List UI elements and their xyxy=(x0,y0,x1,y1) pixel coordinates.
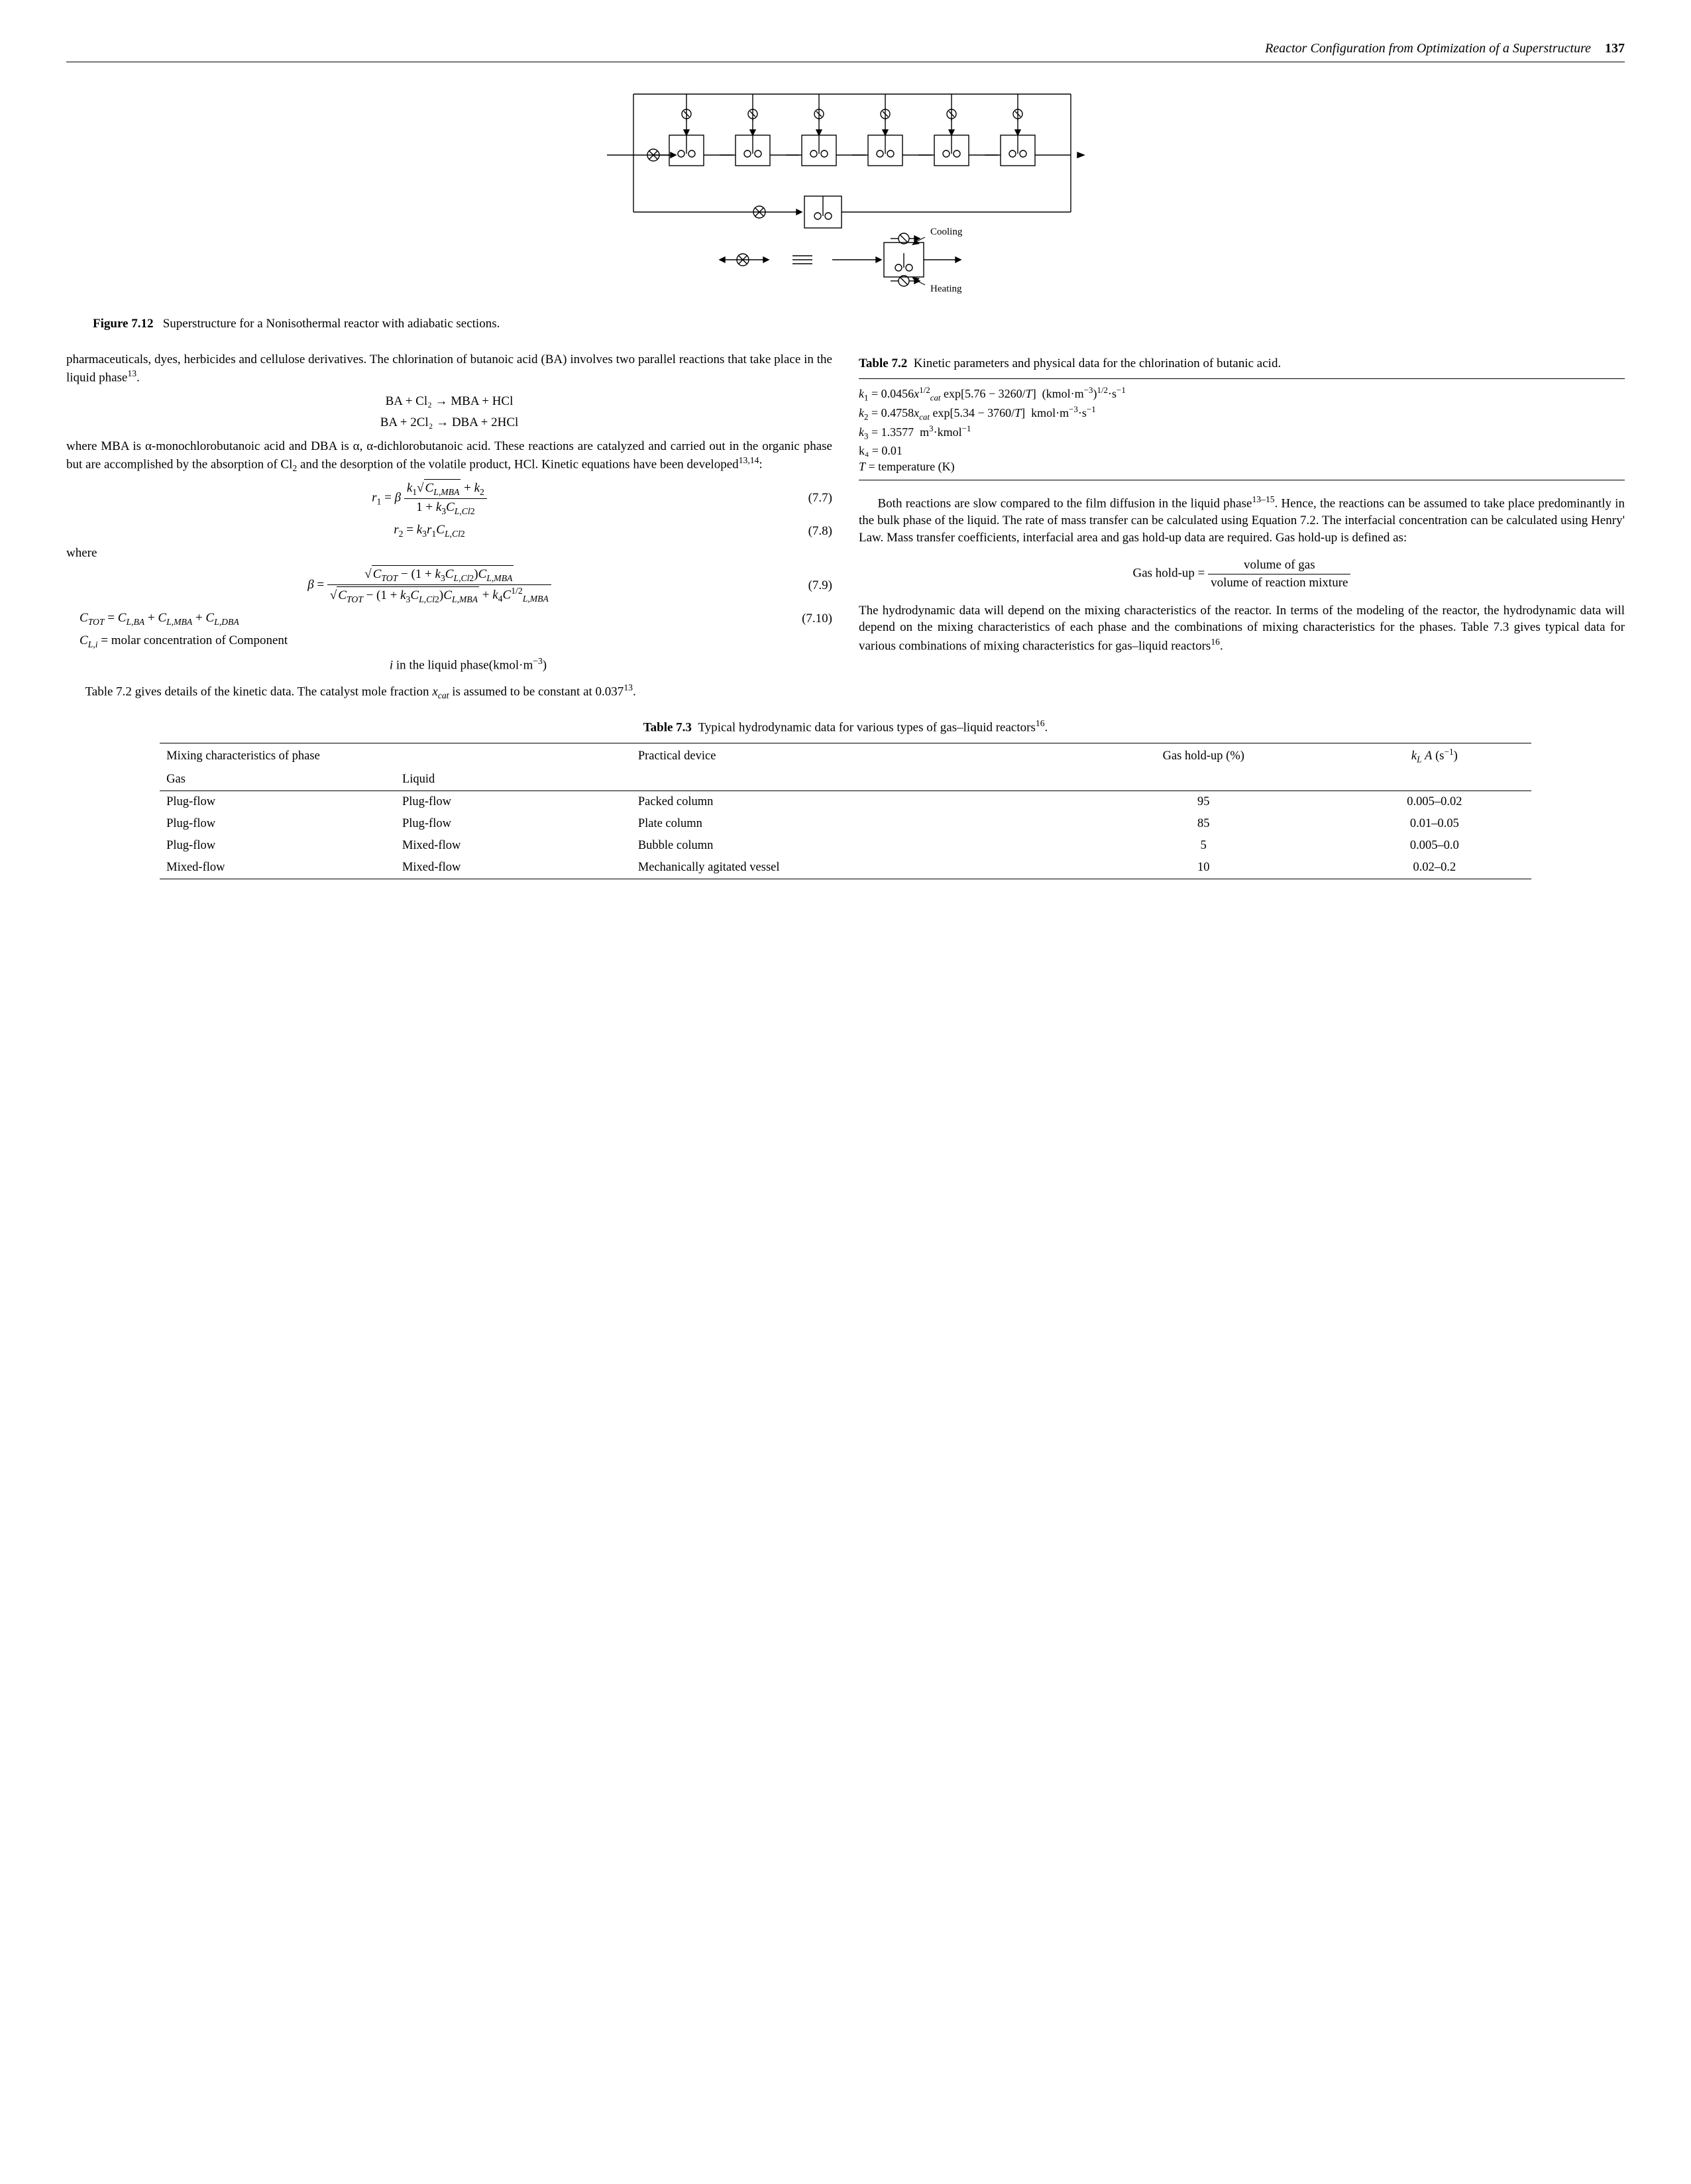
table-row: Plug-flow Plug-flow Plate column 85 0.01… xyxy=(160,813,1531,835)
th-device: Practical device xyxy=(631,743,1069,769)
eq-7-7: r1 = β k1CL,MBA + k2 1 + k3CL,Cl2 (7.7) xyxy=(66,479,832,518)
definition-cli: CL,i = molar concentration of Component xyxy=(66,632,832,651)
rxn-1: BA + Cl₂ → MBA + HCl xyxy=(66,393,832,410)
table-7-2-caption: Table 7.2 Kinetic parameters and physica… xyxy=(859,355,1625,372)
header-title: Reactor Configuration from Optimization … xyxy=(1265,41,1591,56)
where-label: where xyxy=(66,545,832,562)
left-column: pharmaceuticals, dyes, herbicides and ce… xyxy=(66,351,832,705)
figure-label: Figure 7.12 xyxy=(93,317,153,331)
page-number: 137 xyxy=(1594,41,1625,56)
th-holdup: Gas hold-up (%) xyxy=(1069,743,1338,769)
running-header: Reactor Configuration from Optimization … xyxy=(66,40,1625,62)
eq-7-10: CTOT = CL,BA + CL,MBA + CL,DBA (7.10) xyxy=(66,610,832,628)
left-p2: where MBA is α-monochlorobutanoic acid a… xyxy=(66,438,832,475)
gas-holdup-eq: Gas hold-up = volume of gas volume of re… xyxy=(859,557,1625,591)
th-kla: kL A (s−1) xyxy=(1338,743,1531,769)
eq-7-9: β = CTOT − (1 + k3CL,Cl2)CL,MBA CTOT − (… xyxy=(66,565,832,606)
cooling-label: Cooling xyxy=(930,227,963,237)
left-p1: pharmaceuticals, dyes, herbicides and ce… xyxy=(66,351,832,387)
figure-7-12: Cooling Heating xyxy=(66,81,1625,300)
th-gas: Gas xyxy=(160,769,396,791)
right-column: Table 7.2 Kinetic parameters and physica… xyxy=(859,351,1625,705)
right-p2: The hydrodynamic data will depend on the… xyxy=(859,602,1625,655)
table-7-3: Table 7.3 Typical hydrodynamic data for … xyxy=(160,718,1531,879)
table-row: Plug-flow Plug-flow Packed column 95 0.0… xyxy=(160,791,1531,813)
table-row: Mixed-flow Mixed-flow Mechanically agita… xyxy=(160,857,1531,879)
figure-caption-text: Superstructure for a Nonisothermal react… xyxy=(163,317,500,331)
table-7-2-body: k1 = 0.0456x1/2cat exp[5.76 − 3260/T] (k… xyxy=(859,378,1625,480)
th-mixing: Mixing characteristics of phase xyxy=(160,743,631,769)
figure-caption: Figure 7.12 Superstructure for a Nonisot… xyxy=(93,315,1625,333)
th-liquid: Liquid xyxy=(396,769,631,791)
eq-7-8: r2 = k3r1CL,Cl2 (7.8) xyxy=(66,521,832,540)
table-7-3-caption: Table 7.3 Typical hydrodynamic data for … xyxy=(160,718,1531,736)
heating-label: Heating xyxy=(930,284,962,294)
rxn-2: BA + 2Cl₂ → DBA + 2HCl xyxy=(66,414,832,431)
table-row: Plug-flow Mixed-flow Bubble column 5 0.0… xyxy=(160,835,1531,857)
figure-svg: Cooling Heating xyxy=(594,81,1097,300)
right-p1: Both reactions are slow compared to the … xyxy=(859,494,1625,546)
reaction-equations: BA + Cl₂ → MBA + HCl BA + 2Cl₂ → DBA + 2… xyxy=(66,393,832,431)
definition-cli-2: i in the liquid phase(kmol·m−3) xyxy=(66,655,832,674)
left-p3: Table 7.2 gives details of the kinetic d… xyxy=(66,682,832,702)
